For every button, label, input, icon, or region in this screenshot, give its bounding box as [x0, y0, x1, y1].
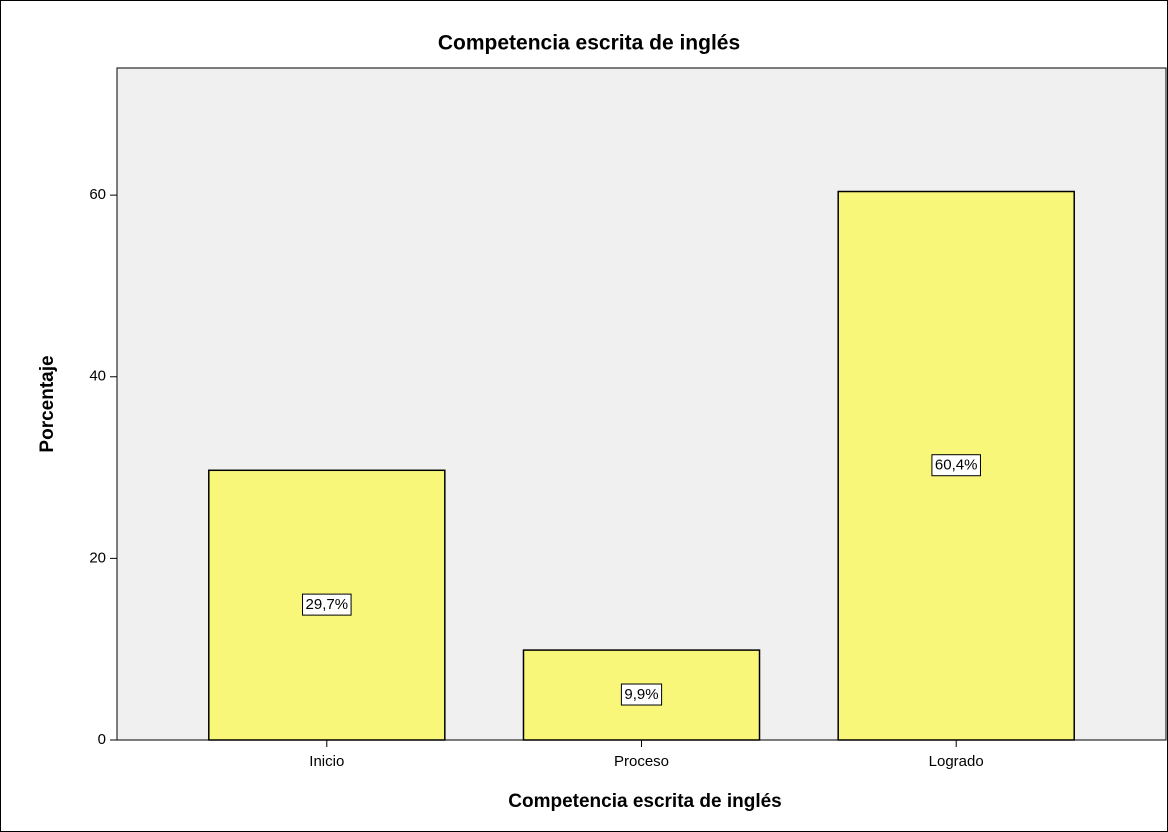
y-tick-label: 40 [89, 368, 106, 385]
value-label: 9,9% [624, 686, 658, 703]
value-label-box [302, 593, 352, 616]
x-tick-label: Logrado [929, 753, 984, 770]
value-label-box [931, 454, 981, 477]
x-tick-label: Proceso [614, 753, 669, 770]
value-label: 29,7% [306, 596, 349, 613]
y-tick-label: 60 [89, 186, 106, 203]
y-tick-label: 0 [98, 731, 106, 748]
chart-title: Competencia escrita de inglés [438, 32, 740, 55]
value-label-box [620, 683, 663, 706]
y-axis-title: Porcentaje [37, 355, 58, 452]
value-label: 60,4% [935, 457, 978, 474]
x-tick-label: Inicio [309, 753, 344, 770]
y-tick-label: 20 [89, 549, 106, 566]
x-axis-title: Competencia escrita de inglés [508, 791, 782, 812]
